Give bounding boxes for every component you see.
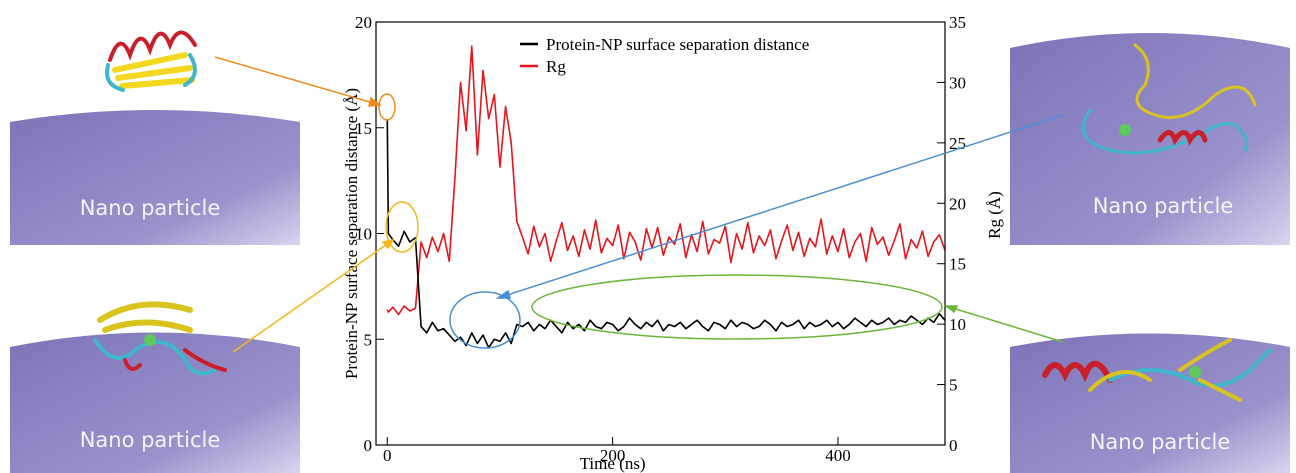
x-axis-label: Time (ns) (580, 454, 646, 473)
y-tick-label: 10 (355, 225, 372, 244)
y-tick-label: 5 (364, 330, 373, 349)
nanoparticle (10, 110, 300, 245)
y2-tick-label: 35 (949, 13, 966, 32)
x-tick-label: 0 (383, 446, 392, 465)
series-line (386, 119, 946, 349)
legend-label: Protein-NP surface separation distance (546, 35, 809, 54)
y2-tick-label: 30 (949, 73, 966, 92)
protein-folded (105, 30, 197, 92)
panel-label: Nano particle (1090, 430, 1231, 454)
protein-unfolded (1081, 43, 1257, 155)
y-axis-label: Protein-NP surface separation distance (… (342, 88, 361, 379)
panel-label: Nano particle (80, 196, 221, 220)
y2-tick-label: 0 (949, 436, 958, 455)
annotations (214, 56, 1064, 353)
y2-tick-label: 10 (949, 315, 966, 334)
y-tick-label: 15 (355, 119, 372, 138)
plot-frame (375, 21, 946, 446)
y2-tick-label: 15 (949, 255, 966, 274)
y-tick-label: 0 (364, 436, 373, 455)
protein-adsorbed (93, 301, 227, 376)
nanoparticle (10, 332, 300, 473)
y2-axis-label: Rg (Å) (985, 191, 1004, 239)
y-tick-label: 20 (355, 13, 372, 32)
panel-label: Nano particle (80, 428, 221, 452)
protein-extended (1042, 338, 1272, 402)
y2-tick-label: 25 (949, 134, 966, 153)
y2-tick-label: 5 (949, 376, 958, 395)
legend-label: Rg (546, 57, 566, 76)
y2-tick-label: 20 (949, 194, 966, 213)
series-line (386, 45, 946, 316)
panel-label: Nano particle (1093, 194, 1234, 218)
x-tick-label: 200 (600, 446, 626, 465)
x-tick-label: 400 (825, 446, 851, 465)
nanoparticle (1010, 33, 1290, 245)
